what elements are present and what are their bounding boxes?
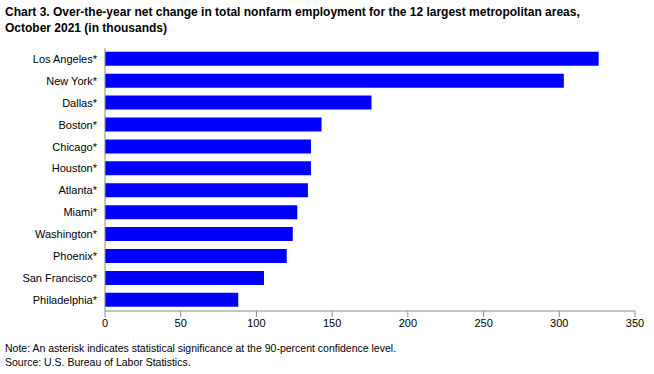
svg-text:San Francisco*: San Francisco* [22, 272, 97, 284]
svg-text:Phoenix*: Phoenix* [53, 250, 98, 262]
svg-text:Houston*: Houston* [52, 162, 98, 174]
svg-text:300: 300 [550, 317, 568, 329]
svg-text:Miami*: Miami* [63, 206, 97, 218]
svg-text:50: 50 [175, 317, 187, 329]
svg-text:Atlanta*: Atlanta* [58, 184, 97, 196]
svg-text:Boston*: Boston* [58, 119, 97, 131]
html-text:Source: U.S. Bureau of Labor S: Source: U.S. Bureau of Labor Statistics. [5, 356, 191, 368]
svg-text:Chicago*: Chicago* [52, 141, 97, 153]
svg-text:350: 350 [626, 317, 644, 329]
svg-text:Dallas*: Dallas* [62, 97, 98, 109]
svg-text:Los Angeles*: Los Angeles* [33, 53, 98, 65]
svg-text:0: 0 [102, 317, 108, 329]
svg-text:Philadelphia*: Philadelphia* [33, 294, 98, 306]
svg-text:100: 100 [247, 317, 265, 329]
html-text:Note: An asterisk indicates st: Note: An asterisk indicates statistical … [5, 342, 396, 354]
svg-text:New York*: New York* [46, 75, 97, 87]
svg-text:Washington*: Washington* [35, 228, 98, 240]
svg-text:150: 150 [323, 317, 341, 329]
svg-text:200: 200 [399, 317, 417, 329]
svg-text:250: 250 [474, 317, 492, 329]
html-text:Chart 3. Over-the-year net cha: Chart 3. Over-the-year net change in tot… [5, 5, 580, 35]
